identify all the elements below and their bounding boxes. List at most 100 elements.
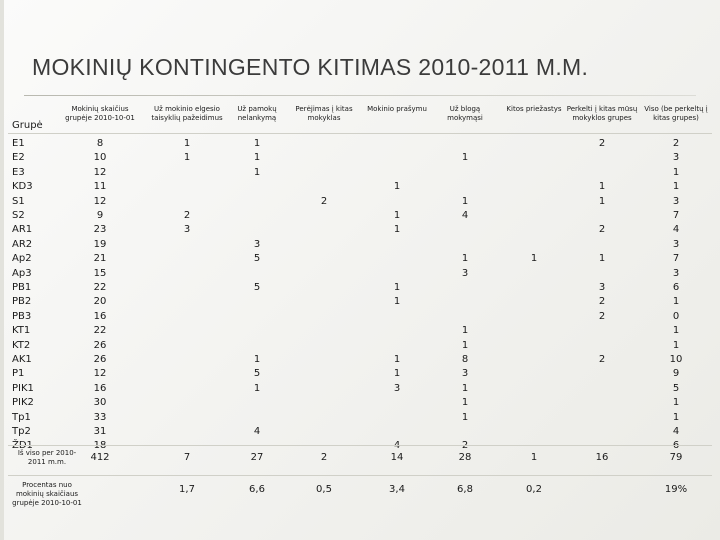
table-cell: 1 [393,296,401,308]
total-row-cell: 27 [250,452,264,463]
table-cell: 4 [461,210,469,221]
table-cell: 21 [93,253,107,265]
table-cell: 33 [93,411,107,423]
group-name-cell: KT2 [12,339,31,351]
table-cell: 1 [393,210,401,221]
table-header-cell: Mokinių skaičius grupėje 2010-10-01 [65,105,135,122]
group-name-cell: PB1 [12,282,32,293]
group-name-cell: P1 [12,368,25,380]
table-cell: 6 [672,282,680,293]
table-cell: 2 [598,138,606,149]
table-cell: 11 [93,181,107,193]
table-cell: 1 [183,152,191,164]
table-cell: 1 [461,339,469,351]
table-cell: 10 [93,152,107,164]
table-cell: 9 [96,210,104,221]
percent-row-cell: 6,6 [249,484,265,495]
table-cell: 2 [598,224,606,236]
table-cell: 1 [393,354,401,365]
table-cell: 1 [530,253,538,265]
table-cell: 1 [672,411,680,423]
table-header-cell: Kitos priežastys [506,105,562,113]
table-cell: 1 [672,339,680,351]
table-cell: 2 [598,354,606,365]
title-divider [24,95,696,96]
table-cell: 4 [672,224,680,236]
slide-left-border [0,0,4,540]
table-header-cell: Perkelti į kitas mūsų mokyklos grupes [566,105,638,122]
group-name-cell: PB3 [12,310,32,322]
table-cell: 20 [93,296,107,308]
table-cell: 1 [393,282,401,293]
table-cell: 3 [672,152,680,164]
table-cell: 8 [461,354,469,365]
table-cell: 22 [93,325,107,337]
table-cell: 2 [320,195,328,207]
table-cell: 1 [253,138,261,149]
total-row-cell: 14 [390,452,404,463]
total-row-cell: 412 [90,452,110,463]
table-cell: 0 [672,310,680,322]
table-cell: 16 [93,382,107,394]
table-cell: 1 [672,325,680,337]
table-cell: 31 [93,426,107,437]
total-row-cell: 79 [669,452,683,463]
table-cell: 3 [253,238,261,250]
table-cell: 3 [183,224,191,236]
page-title: MOKINIŲ KONTINGENTO KITIMAS 2010-2011 M.… [32,54,589,80]
table-cell: 1 [253,354,261,365]
table-cell: 22 [93,282,107,293]
group-name-cell: Ap3 [12,267,32,279]
group-name-cell: E1 [12,138,25,149]
table-cell: 30 [93,397,107,409]
table-cell: 5 [253,253,261,265]
table-cell: 1 [598,181,606,193]
table-cell: 1 [672,166,680,178]
table-cell: 12 [93,166,107,178]
table-cell: 16 [93,310,107,322]
group-name-cell: Tp1 [12,411,31,423]
row-separator [8,475,712,476]
group-name-cell: E3 [12,166,25,178]
group-name-cell: Tp2 [12,426,31,437]
table-cell: 1 [183,138,191,149]
table-cell: 1 [598,253,606,265]
table-cell: 7 [672,210,680,221]
table-cell: 2 [598,310,606,322]
group-name-cell: S2 [12,210,25,221]
group-name-cell: S1 [12,195,25,207]
table-cell: 2 [183,210,191,221]
table-header-cell: Už blogą mokymąsi [447,105,483,122]
table-cell: 15 [93,267,107,279]
table-cell: 1 [672,397,680,409]
total-row-cell: 1 [530,452,538,463]
group-name-cell: E2 [12,152,25,164]
total-row-cell: 28 [458,452,472,463]
group-name-cell: KD3 [12,181,33,193]
table-cell: 26 [93,354,107,365]
table-cell: 1 [461,195,469,207]
percent-row-cell: 0,2 [526,484,542,495]
table-header-cell: Už pamokų nelankymą [237,105,277,122]
percent-row-cell: 19% [664,484,688,495]
percent-row-cell: 3,4 [389,484,405,495]
table-cell: 1 [598,195,606,207]
table-cell: 3 [672,238,680,250]
table-cell: 19 [93,238,107,250]
row-separator [8,445,712,446]
table-cell: 8 [96,138,104,149]
row-separator [8,133,712,134]
table-cell: 3 [461,267,469,279]
percent-row-label: Procentas nuo mokinių skaičiaus grupėje … [12,481,82,507]
table-cell: 1 [393,181,401,193]
table-cell: 2 [598,296,606,308]
percent-row-cell: 6,8 [457,484,473,495]
table-cell: 3 [393,382,401,394]
table-cell: 1 [461,253,469,265]
total-row-cell: 2 [320,452,328,463]
group-name-cell: AK1 [12,354,32,365]
table-cell: 4 [253,426,261,437]
table-cell: 2 [672,138,680,149]
group-name-cell: AR2 [12,238,33,250]
